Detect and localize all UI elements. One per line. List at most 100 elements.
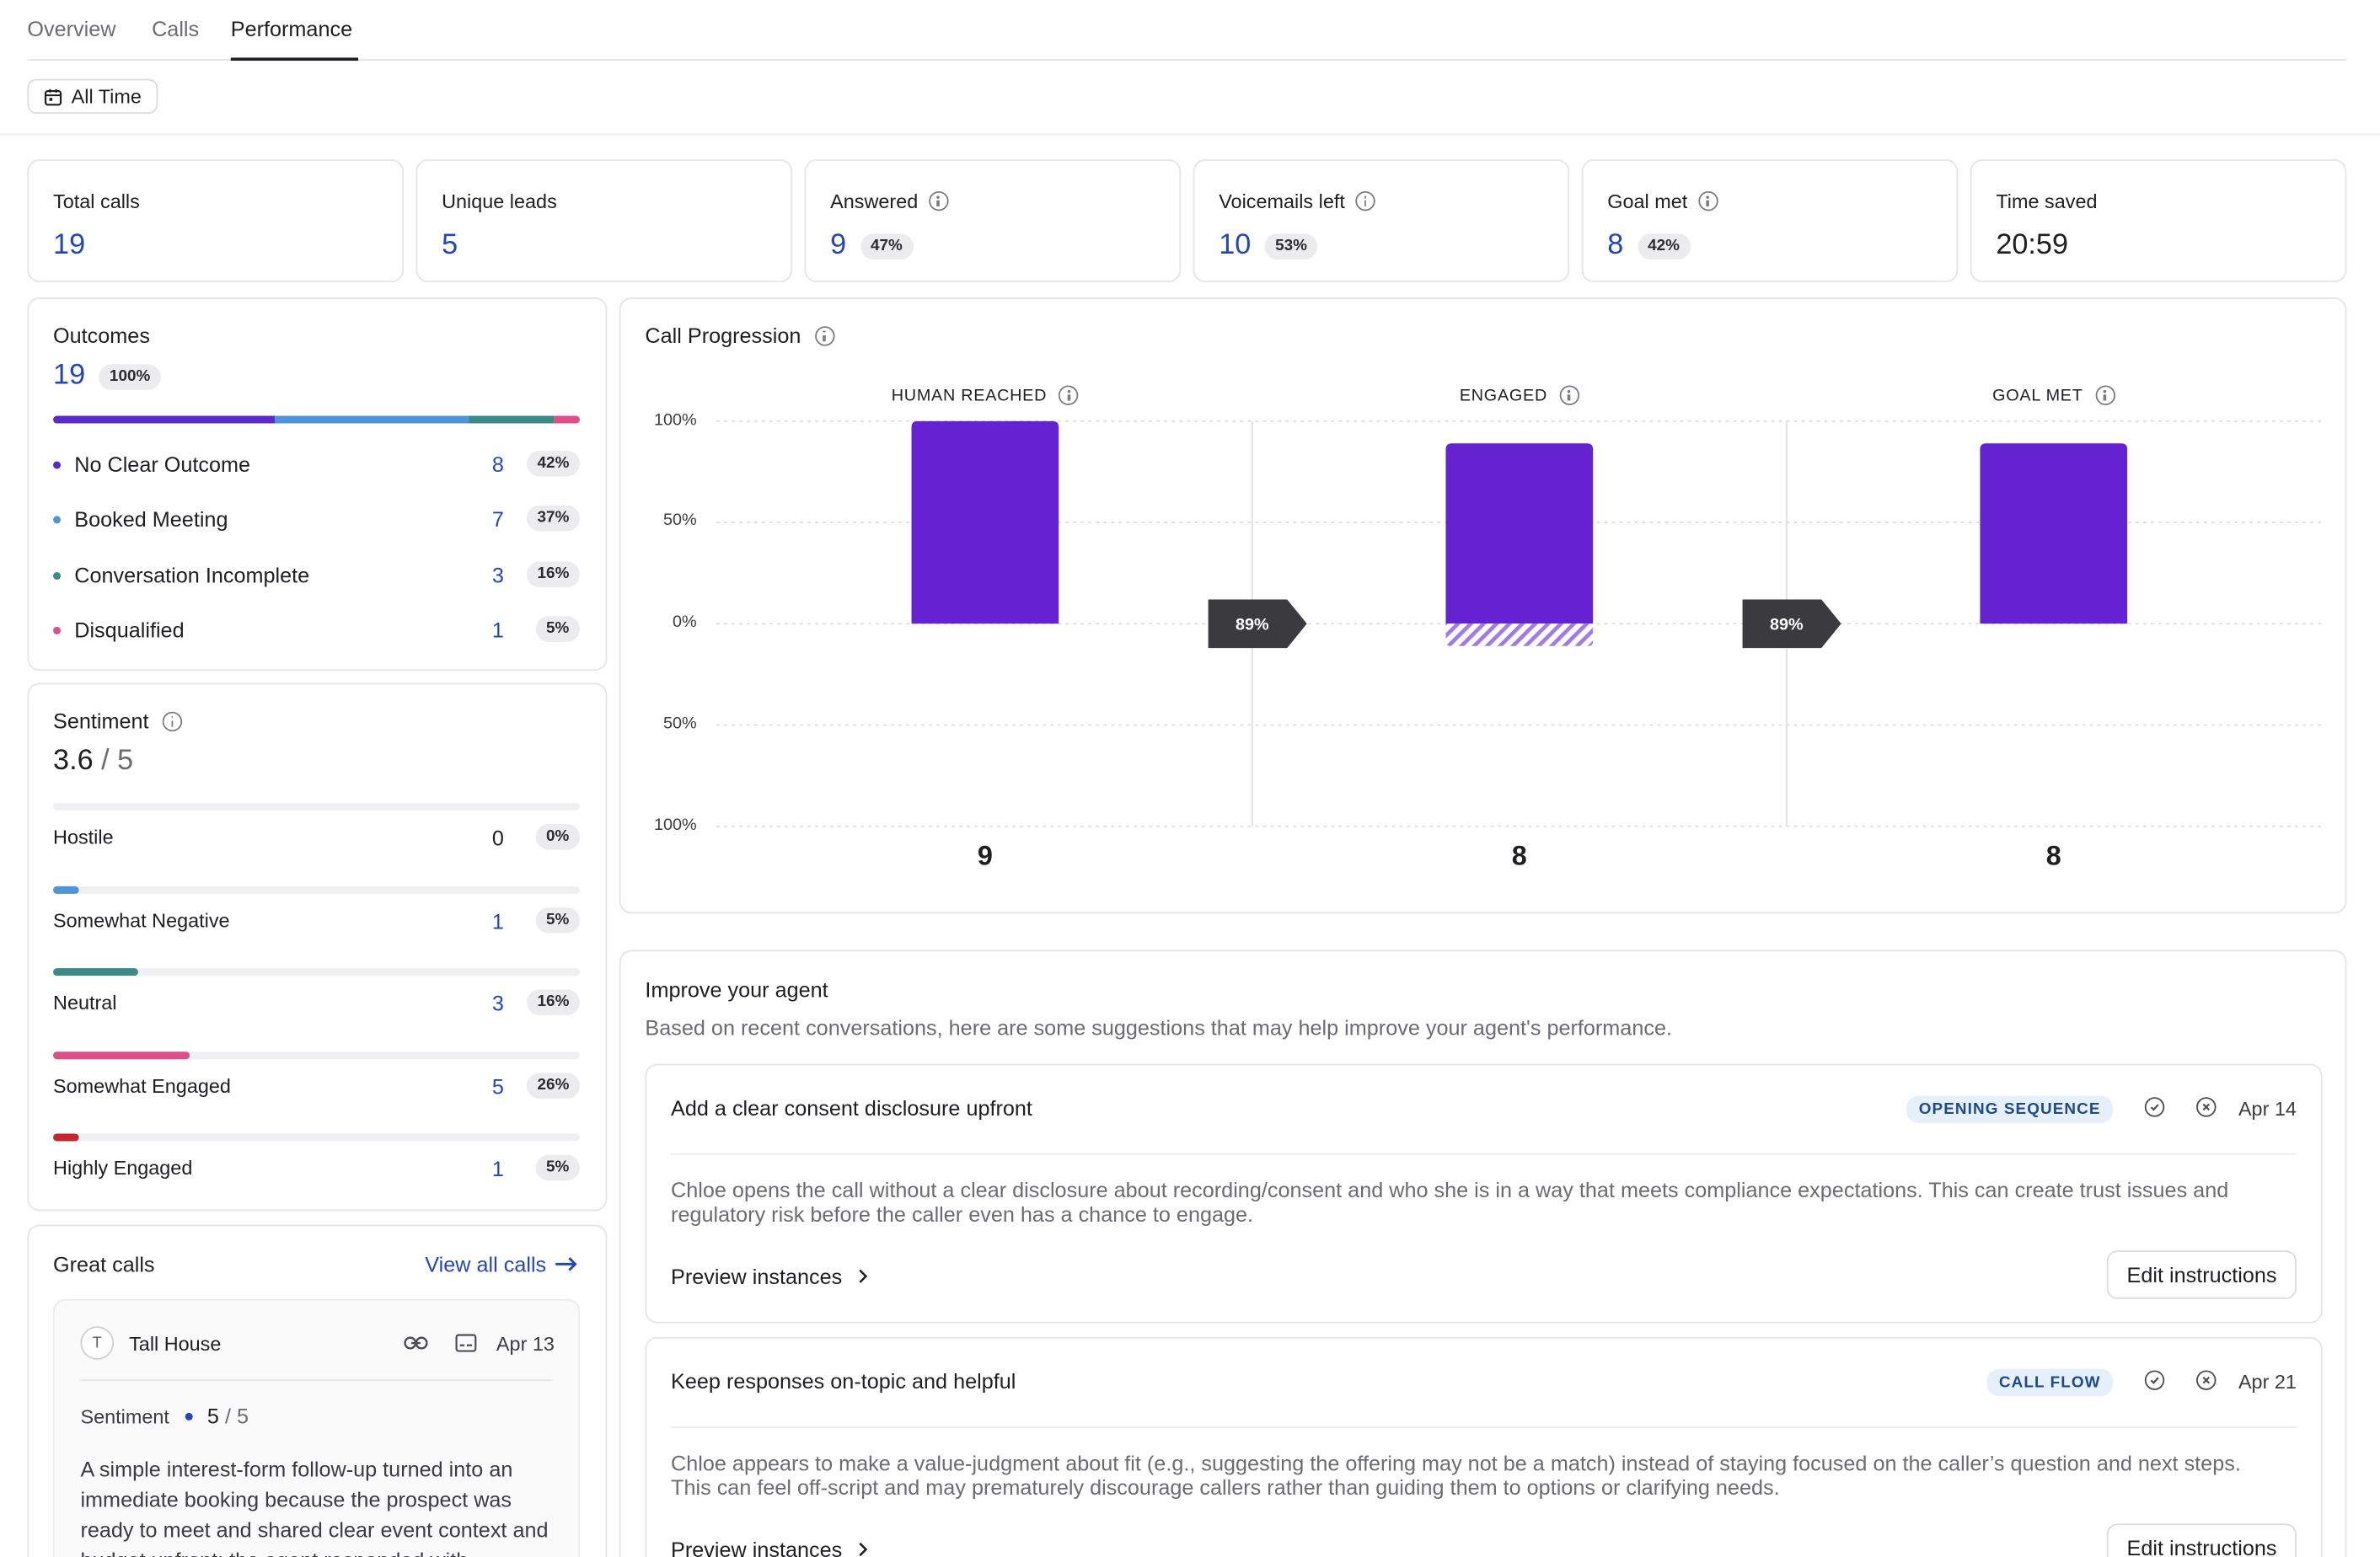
- divider: [80, 1379, 553, 1382]
- stat-percent-badge: 53%: [1264, 233, 1318, 260]
- stat-label: Unique leads: [442, 190, 557, 213]
- chevron-right-icon: [859, 1269, 867, 1283]
- outcome-label: Booked Meeting: [74, 506, 228, 532]
- progression-bar[interactable]: [1980, 443, 2128, 624]
- outcome-row: Disqualified 1 5%: [53, 616, 580, 646]
- stat-label: Total calls: [53, 190, 140, 213]
- info-icon[interactable]: [162, 710, 183, 731]
- preview-instances-label: Preview instances: [671, 1537, 843, 1557]
- chart-area: 100% 50% 0% 50% 100% 89% 89% HUMAN REACHED 9 ENGA…: [621, 299, 2349, 915]
- outcome-segment: [274, 415, 469, 424]
- call-summary: A simple interest-form follow-up turned …: [80, 1457, 549, 1557]
- sentiment-count: 1: [491, 908, 504, 934]
- outcomes-total-badge: 100%: [99, 363, 161, 390]
- info-icon[interactable]: [928, 190, 949, 211]
- sentiment-percent-badge: 5%: [535, 1154, 580, 1181]
- outcome-percent-badge: 37%: [526, 505, 580, 532]
- transcript-icon[interactable]: [455, 1334, 477, 1352]
- call-sentiment-row: Sentiment 5 / 5: [80, 1404, 249, 1428]
- suggestion-body: Chloe appears to make a value-judgment a…: [671, 1450, 2241, 1500]
- sentiment-fill: [53, 968, 138, 976]
- sentiment-track: [53, 886, 580, 894]
- chart-title: Call Progression: [645, 323, 801, 348]
- sentiment-track: [53, 968, 580, 976]
- sentiment-percent-badge: 5%: [535, 907, 580, 934]
- tab-calls[interactable]: Calls: [152, 16, 200, 41]
- preview-instances-link[interactable]: Preview instances: [671, 1264, 868, 1288]
- outcome-count: 3: [491, 563, 504, 588]
- stat-label: Time saved: [1996, 190, 2098, 213]
- sentiment-count: 5: [491, 1074, 504, 1100]
- accept-check-icon[interactable]: [2144, 1370, 2165, 1390]
- dismiss-x-icon[interactable]: [2196, 1097, 2217, 1117]
- date-range-filter-button[interactable]: All Time: [27, 78, 158, 115]
- accept-check-icon[interactable]: [2144, 1097, 2165, 1117]
- date-range-label: All Time: [71, 84, 142, 108]
- sentiment-track: [53, 1133, 580, 1142]
- divider: [671, 1153, 2297, 1155]
- sentiment-track: [53, 802, 580, 811]
- outcome-segment: [553, 415, 580, 424]
- stat-label: Goal met: [1607, 190, 1688, 213]
- outcomes-title: Outcomes: [53, 323, 150, 348]
- active-tab-indicator: [230, 57, 359, 62]
- call-sentiment-score: 5 / 5: [206, 1404, 249, 1428]
- info-icon[interactable]: [1559, 385, 1579, 405]
- sentiment-fill: [53, 886, 80, 894]
- info-icon[interactable]: [2094, 385, 2115, 405]
- sentiment-fill: [53, 1133, 80, 1142]
- y-tick-label: 100%: [653, 410, 697, 429]
- sentiment-percent-badge: 0%: [535, 824, 580, 850]
- edit-instructions-button[interactable]: Edit instructions: [2107, 1250, 2297, 1299]
- sentiment-count: 0: [491, 825, 504, 850]
- info-icon[interactable]: [1059, 385, 1079, 405]
- info-icon[interactable]: [814, 325, 835, 345]
- great-call-item[interactable]: T Tall House Apr 13 Sentiment 5 / 5 A si…: [53, 1298, 580, 1557]
- outcome-row: Booked Meeting 7 37%: [53, 505, 580, 536]
- sentiment-title: Sentiment: [53, 709, 149, 733]
- stage-count: 8: [2045, 840, 2061, 871]
- outcome-count: 1: [491, 618, 504, 642]
- link-icon[interactable]: [404, 1335, 428, 1351]
- stage-label: ENGAGED: [1459, 386, 1547, 405]
- stat-label: Voicemails left: [1219, 190, 1345, 213]
- preview-instances-label: Preview instances: [671, 1264, 843, 1289]
- sentiment-count: 3: [491, 991, 504, 1015]
- stat-card-answered: Answered 9 47%: [804, 159, 1182, 283]
- tab-bar: Overview Calls Performance: [27, 0, 2347, 62]
- view-all-calls-link[interactable]: View all calls: [425, 1252, 578, 1276]
- sentiment-percent-badge: 26%: [526, 1073, 580, 1100]
- stat-card-unique-leads: Unique leads 5: [415, 159, 793, 283]
- call-sentiment-label: Sentiment: [80, 1404, 169, 1428]
- progression-bar[interactable]: [1445, 443, 1594, 624]
- suggestion-category-tag: CALL FLOW: [1986, 1368, 2114, 1397]
- sentiment-percent-badge: 16%: [526, 989, 580, 1015]
- outcome-label: Conversation Incomplete: [74, 563, 310, 588]
- tab-performance[interactable]: Performance: [230, 16, 353, 41]
- legend-dot: [53, 572, 62, 581]
- suggestion-title: Keep responses on-topic and helpful: [671, 1368, 1016, 1394]
- stage-header: GOAL MET: [1992, 385, 2115, 405]
- info-icon[interactable]: [1697, 190, 1718, 211]
- stage-label: HUMAN REACHED: [891, 386, 1048, 405]
- header-divider: [0, 133, 2380, 136]
- dismiss-x-icon[interactable]: [2196, 1370, 2217, 1390]
- outcome-segment: [53, 415, 275, 424]
- call-progression-card: Call Progression 100% 50% 0% 50% 100% 89% 89% H…: [619, 297, 2349, 915]
- stat-card-voicemails-left: Voicemails left 10 53%: [1193, 159, 1570, 283]
- edit-instructions-button[interactable]: Edit instructions: [2107, 1523, 2297, 1557]
- progression-bar[interactable]: [911, 420, 1059, 624]
- outcome-percent-badge: 42%: [526, 450, 580, 477]
- suggestion-date: Apr 14: [2238, 1097, 2297, 1121]
- sentiment-fill: [53, 1051, 190, 1060]
- outcome-label: Disqualified: [74, 618, 185, 642]
- sentiment-card: Sentiment 3.6 / 5 Hostile 0 0% Somewhat Neg…: [27, 682, 608, 1212]
- dropoff-bar[interactable]: [1445, 623, 1594, 646]
- preview-instances-link[interactable]: Preview instances: [671, 1538, 868, 1557]
- conversion-marker: [1208, 599, 1307, 649]
- stat-value: 5: [442, 228, 458, 261]
- tab-overview[interactable]: Overview: [27, 16, 116, 41]
- suggestion-body: Chloe opens the call without a clear dis…: [671, 1177, 2229, 1227]
- stat-percent-badge: 47%: [860, 233, 914, 260]
- info-icon[interactable]: [1355, 190, 1375, 211]
